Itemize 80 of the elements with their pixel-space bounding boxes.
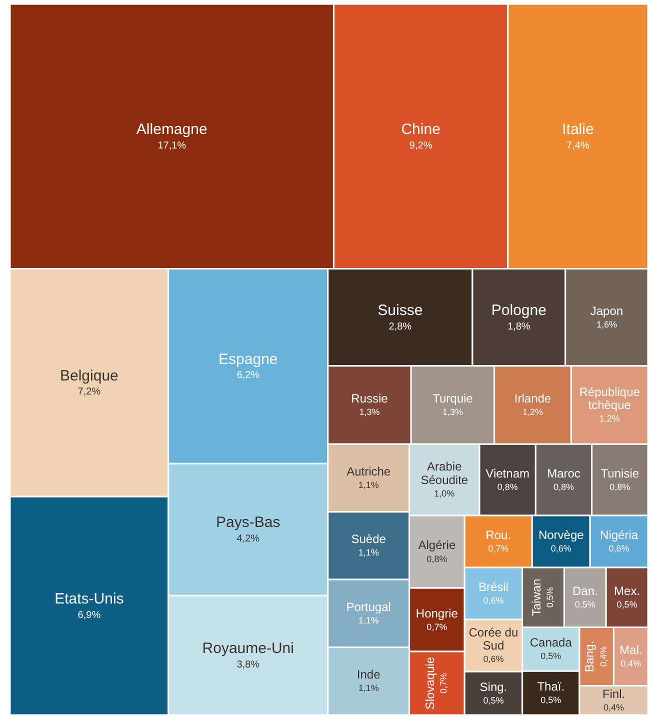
category-label: Suisse <box>378 302 423 319</box>
data-label: 1,2% <box>522 406 544 417</box>
category-label: Sing. <box>480 680 508 694</box>
category-label: Vietnam <box>486 466 530 480</box>
category-label: Japon <box>590 304 624 318</box>
category-label: Mal. <box>620 642 642 657</box>
category-label: Espagne <box>218 350 278 368</box>
data-label: 1,1% <box>358 480 379 490</box>
category-label: Slovaquie <box>422 656 437 710</box>
data-label: 4,2% <box>236 534 260 545</box>
category-label: Pologne <box>491 302 546 319</box>
category-label: Suède <box>351 532 386 546</box>
data-label: 1,8% <box>508 321 530 332</box>
data-label: 6,9% <box>78 610 101 621</box>
data-label: 1,1% <box>358 615 379 626</box>
data-label: 1,1% <box>358 548 379 558</box>
category-label: Finl. <box>602 686 626 701</box>
data-label: 0,6% <box>550 543 572 554</box>
data-label: 0,5% <box>616 599 638 610</box>
data-label: 1,2% <box>599 414 620 424</box>
data-label: 0,7% <box>426 622 448 632</box>
category-label: Inde <box>356 668 381 682</box>
data-label: 0,5% <box>544 587 555 608</box>
category-label: Arabie Séoudite <box>420 460 468 487</box>
category-label: Corée du Sud <box>468 625 518 653</box>
category-label: Algérie <box>418 538 456 552</box>
category-label: Mex. <box>614 584 640 598</box>
category-label: Dan. <box>572 584 598 598</box>
category-label: Belgique <box>60 367 118 384</box>
category-label: Portugal <box>346 600 391 614</box>
category-label: Tunisie <box>600 466 640 480</box>
category-label: Maroc <box>547 466 580 480</box>
category-label: Royaume-Uni <box>202 640 294 657</box>
data-label: 3,8% <box>236 659 260 670</box>
category-label: Russie <box>351 391 388 406</box>
data-label: 0,4% <box>598 646 608 667</box>
category-label: Canada <box>530 636 572 650</box>
data-label: 7,2% <box>78 386 101 398</box>
category-label: République tchèque <box>579 384 640 412</box>
category-label: Nigéria <box>600 528 638 542</box>
data-label: 0,6% <box>483 595 504 606</box>
data-label: 7,4% <box>566 140 590 152</box>
category-label: Irlande <box>514 391 552 406</box>
data-label: 0,5% <box>574 599 596 610</box>
data-label: 0,6% <box>483 654 504 664</box>
category-label: Chine <box>401 121 440 138</box>
category-label: Allemagne <box>136 121 208 138</box>
category-label: Rou. <box>486 528 512 542</box>
category-label: Autriche <box>346 464 391 478</box>
data-label: 0,4% <box>603 702 624 712</box>
category-label: Pays-Bas <box>216 514 280 532</box>
category-label: Turquie <box>432 391 474 406</box>
data-label: 17,1% <box>158 140 186 152</box>
data-label: 1,1% <box>358 683 379 694</box>
category-label: Bang. <box>582 640 597 672</box>
data-label: 0,5% <box>483 695 504 706</box>
category-label: Taiwan <box>529 578 544 616</box>
data-label: 0,5% <box>540 695 562 706</box>
data-label: 0,7% <box>488 543 509 554</box>
category-label: Norvège <box>538 528 584 542</box>
data-label: 1,3% <box>442 406 463 417</box>
data-label: 9,2% <box>409 140 432 152</box>
category-label: Etats-Unis <box>54 590 124 608</box>
data-label: 1,3% <box>359 406 380 417</box>
data-label: 0,5% <box>540 651 562 662</box>
data-label: 0,6% <box>608 543 630 554</box>
data-label: 2,8% <box>388 321 412 332</box>
data-label: 0,8% <box>426 554 448 564</box>
data-label: 0,8% <box>553 482 574 492</box>
data-label: 0,8% <box>497 482 518 492</box>
data-label: 0,7% <box>438 673 449 694</box>
data-label: 1,6% <box>596 319 617 330</box>
category-label: Thaï. <box>537 680 565 694</box>
category-label: Italie <box>562 121 594 138</box>
data-label: 0,4% <box>620 658 642 668</box>
category-label: Hongrie <box>416 606 458 620</box>
category-label: Brésil <box>478 580 508 594</box>
data-label: 6,2% <box>236 370 260 382</box>
data-label: 1,0% <box>434 488 455 498</box>
data-label: 0,8% <box>610 482 630 492</box>
